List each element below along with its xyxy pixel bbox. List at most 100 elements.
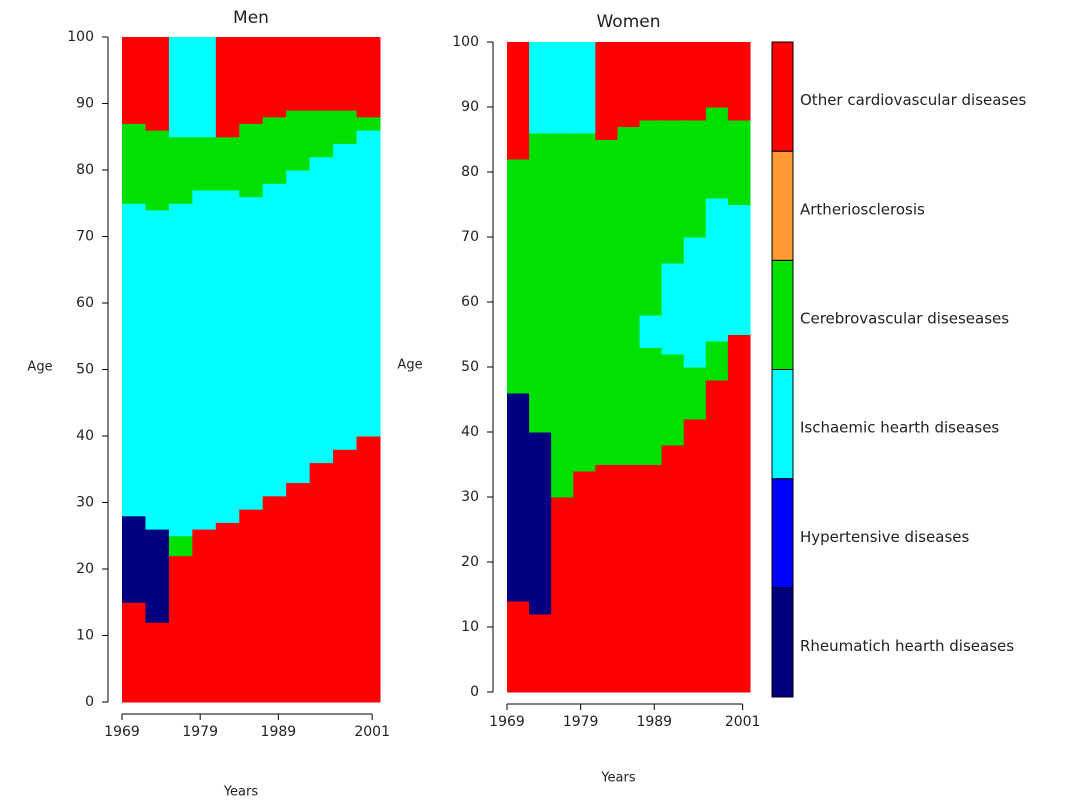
x-tick-label: 1989 [636, 714, 672, 730]
heat-band [683, 419, 707, 693]
x-tick-label: 1979 [563, 714, 599, 730]
heat-band [286, 482, 311, 703]
heat-band [168, 203, 193, 537]
heat-band [507, 42, 530, 160]
heat-band [262, 37, 287, 118]
heat-band [705, 198, 729, 342]
heat-band [573, 133, 596, 472]
y-tick-label: 20 [461, 554, 479, 570]
heat-band [595, 42, 618, 140]
heat-band [661, 263, 685, 355]
heat-band [727, 204, 751, 335]
heat-band [639, 120, 663, 316]
y-tick-label: 50 [76, 362, 94, 378]
heat-band [356, 37, 381, 118]
x-axis-label: Years [600, 771, 636, 786]
heat-band [551, 133, 574, 498]
legend-swatch [771, 259, 794, 371]
heat-band [507, 393, 530, 602]
heat-band [145, 37, 170, 131]
heat-band [145, 130, 170, 211]
heat-band [617, 464, 641, 693]
heat-band [333, 449, 358, 703]
heat-band [529, 432, 552, 615]
heat-band [215, 136, 240, 191]
heat-band [661, 120, 685, 264]
heat-band [727, 42, 751, 121]
heat-band [122, 37, 146, 124]
legend-label: Artheriosclerosis [800, 200, 925, 218]
legend-swatch [771, 150, 794, 261]
heat-band [145, 529, 170, 623]
legend-label: Rheumatich hearth diseases [800, 637, 1014, 655]
heat-band [239, 37, 264, 124]
heat-band [705, 380, 729, 693]
heat-band [529, 42, 552, 134]
y-tick-label: 10 [461, 619, 479, 635]
heat-band [573, 42, 596, 134]
heat-band [683, 120, 707, 238]
heat-band [122, 602, 146, 703]
x-tick-label: 2001 [354, 724, 390, 740]
y-tick-label: 90 [76, 96, 94, 112]
y-tick-label: 70 [76, 229, 94, 245]
heat-band [661, 354, 685, 446]
heat-band [639, 42, 663, 121]
y-tick-label: 100 [67, 29, 94, 45]
heat-band [507, 601, 530, 693]
heat-band [356, 130, 381, 437]
heat-band [639, 315, 663, 348]
heat-band [309, 156, 334, 464]
heat-band [239, 123, 264, 198]
y-tick-label: 60 [461, 294, 479, 310]
heat-band [168, 37, 193, 138]
legend-swatch [771, 587, 794, 698]
heat-band [215, 189, 240, 523]
heat-band [168, 535, 193, 557]
y-tick-label: 40 [461, 424, 479, 440]
heat-band [168, 555, 193, 703]
heat-band [145, 622, 170, 703]
y-tick-label: 10 [76, 628, 94, 644]
legend-label: Ischaemic hearth diseases [800, 419, 999, 437]
y-tick-label: 20 [76, 561, 94, 577]
y-tick-label: 50 [461, 359, 479, 375]
legend-swatch [771, 41, 794, 152]
heat-band [705, 42, 729, 108]
heat-band [356, 116, 381, 131]
heat-band [727, 120, 751, 205]
x-tick-label: 1969 [489, 714, 525, 730]
y-tick-label: 60 [76, 295, 94, 311]
y-tick-label: 80 [461, 164, 479, 180]
heat-band [309, 462, 334, 703]
heat-band [192, 136, 217, 191]
heat-band [661, 42, 685, 121]
y-tick-label: 90 [461, 99, 479, 115]
heat-band [215, 522, 240, 703]
heat-band [192, 189, 217, 530]
heat-band [507, 159, 530, 394]
y-tick-label: 30 [76, 495, 94, 511]
y-tick-label: 100 [452, 34, 479, 50]
heat-band [309, 37, 334, 111]
heat-band [683, 237, 707, 368]
heat-band [145, 209, 170, 530]
heat-band [215, 37, 240, 138]
legend-label: Hypertensive diseases [800, 528, 970, 546]
heat-band [529, 133, 552, 433]
heat-band [617, 42, 641, 127]
legend-swatch [771, 369, 794, 480]
y-tick-label: 0 [85, 694, 94, 710]
heat-band [286, 110, 311, 171]
heat-band [595, 464, 618, 693]
heat-band [333, 143, 358, 450]
heat-band [239, 509, 264, 703]
heat-band [122, 515, 146, 603]
y-axis-label: Age [27, 360, 52, 375]
y-axis-label: Age [397, 358, 422, 373]
x-tick-label: 1969 [104, 724, 140, 740]
x-axis-label: Years [223, 785, 259, 800]
heat-band [573, 471, 596, 693]
heat-band [286, 170, 311, 484]
